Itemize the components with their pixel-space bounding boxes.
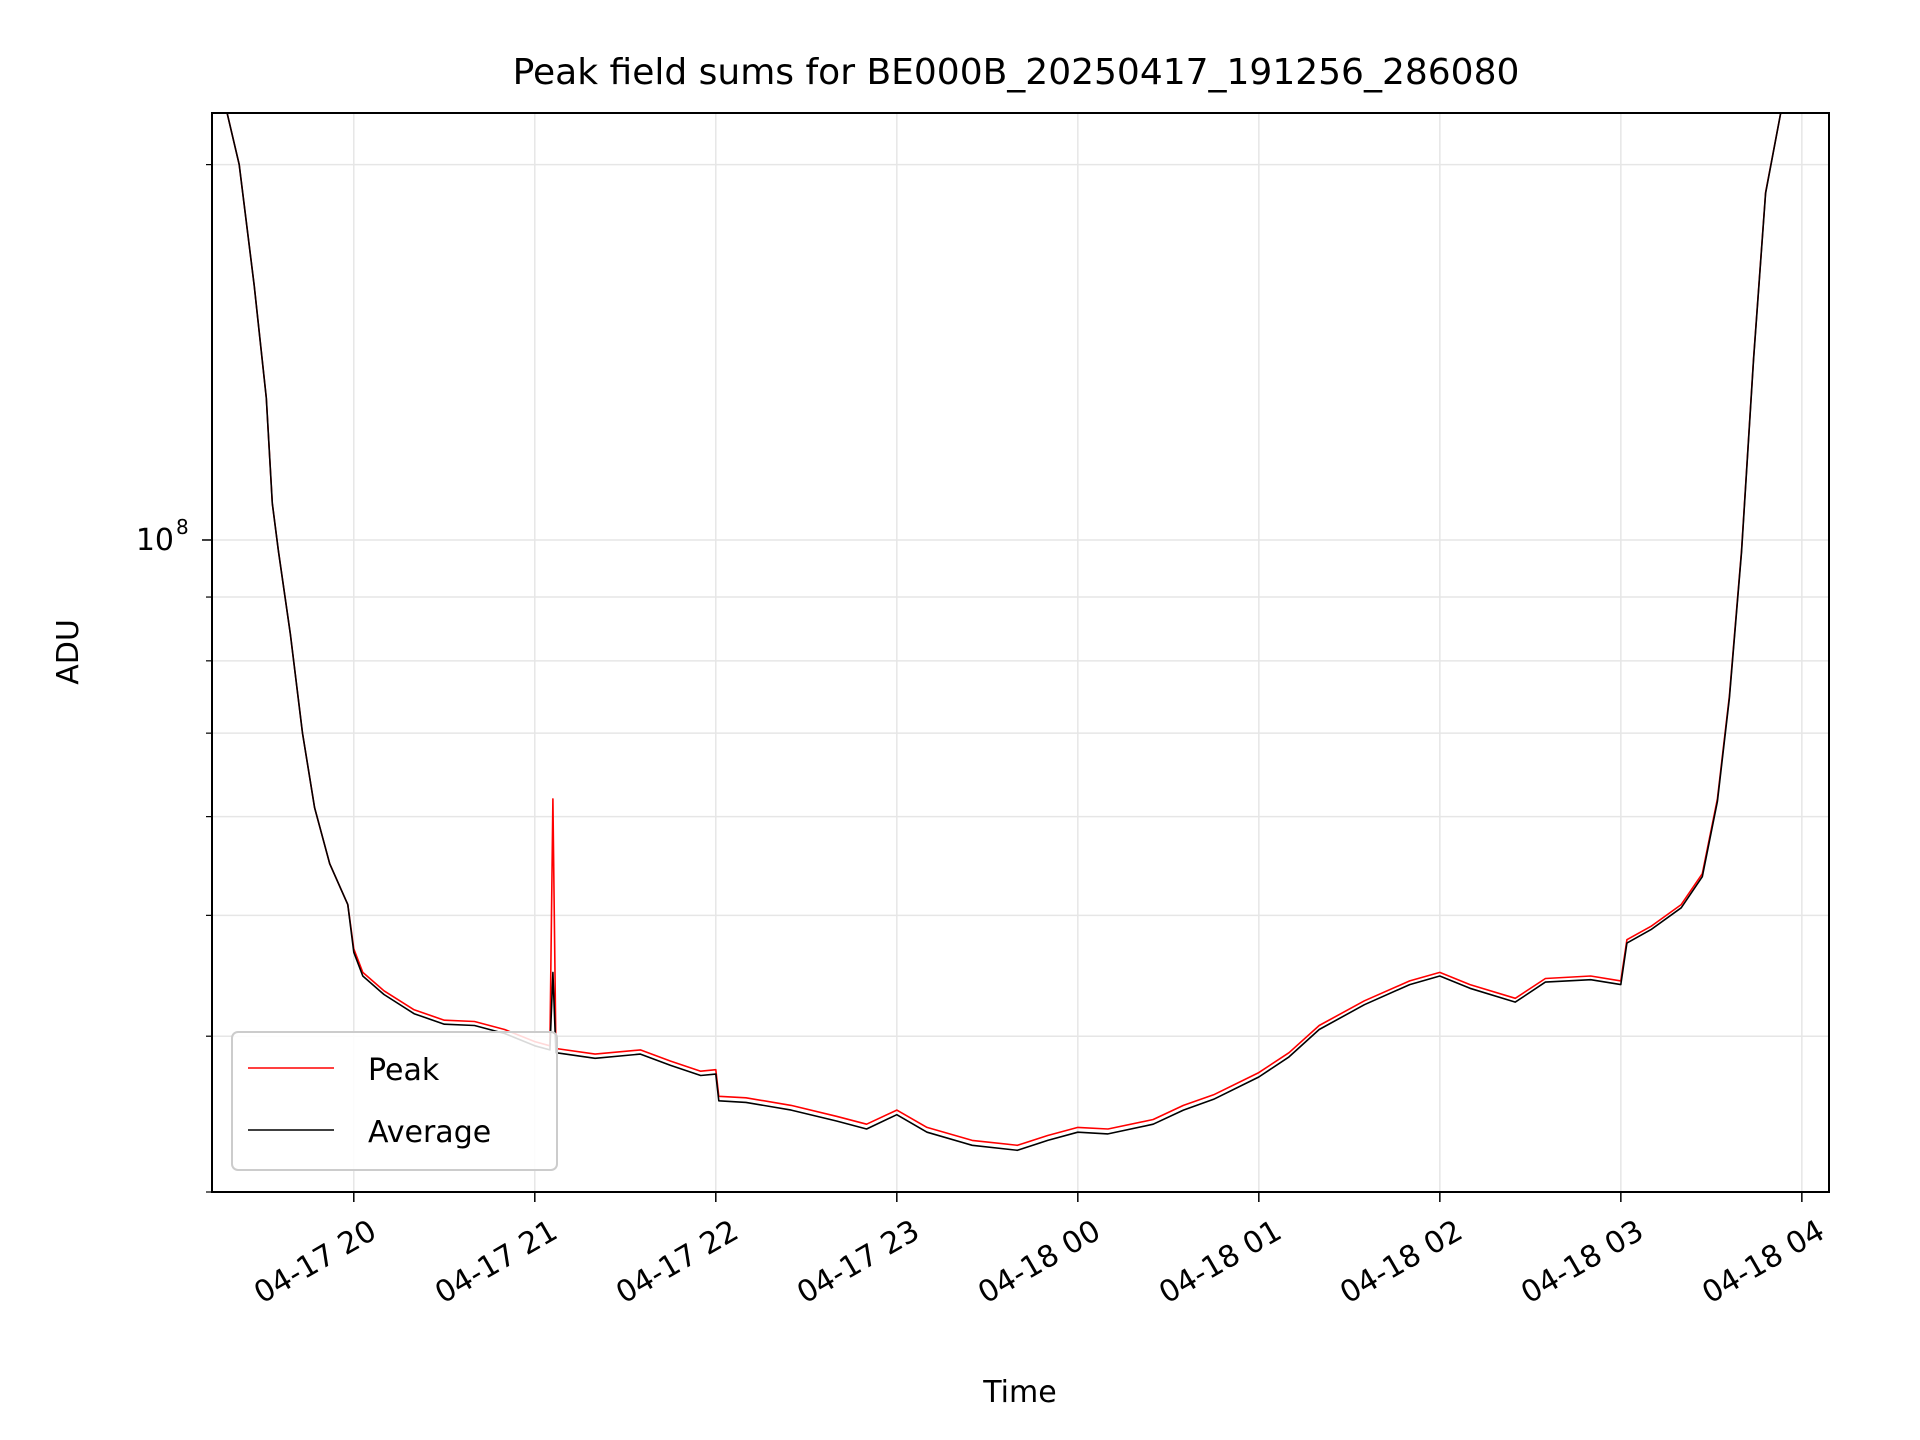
plot-frame [211, 112, 1830, 1193]
x-axis-label: Time [982, 1375, 1056, 1410]
y-axis-ticks: 10 8 [136, 164, 212, 1193]
legend-box [231, 1031, 558, 1171]
series-line-average [226, 113, 1829, 1152]
series-layer [226, 113, 1829, 1152]
y-tick-label-base: 10 [136, 523, 174, 558]
legend-label-peak: Peak [368, 1053, 440, 1088]
y-axis-label: ADU [51, 619, 86, 685]
legend-label-average: Average [368, 1115, 491, 1150]
chart-title: Peak field sums for BE000B_20250417_1912… [513, 52, 1520, 93]
legend: Peak Average [231, 1031, 558, 1171]
y-tick-label-exponent: 8 [176, 515, 189, 539]
